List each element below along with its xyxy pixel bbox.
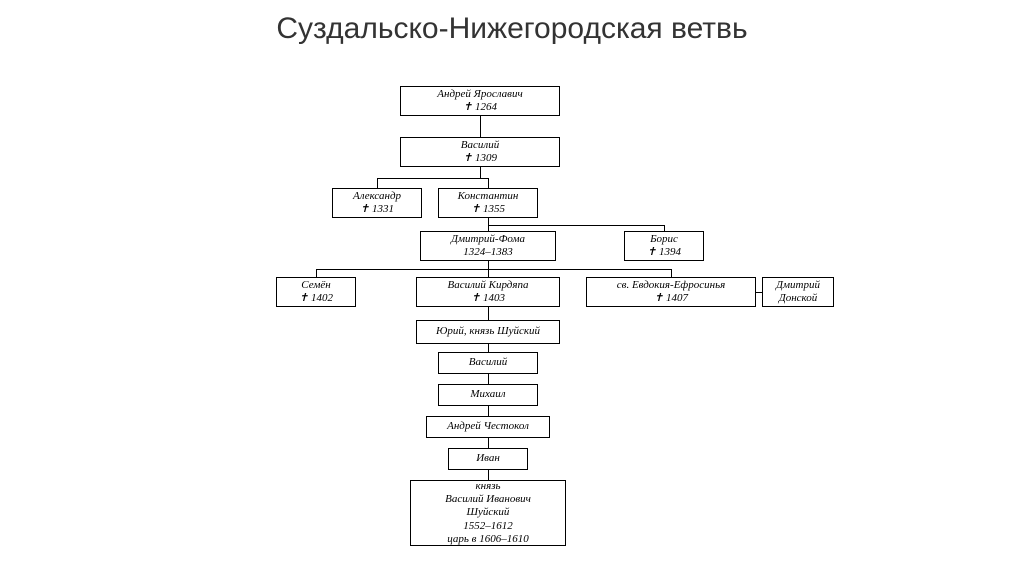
tree-node-n1-line: ✝ 1264: [463, 101, 497, 114]
tree-node-n5d: ДмитрийДонской: [762, 277, 834, 307]
tree-node-n2-line: Василий: [461, 139, 499, 152]
tree-node-n7: Василий: [438, 352, 538, 374]
tree-node-n3b-line: ✝ 1355: [471, 203, 505, 216]
tree-node-n4a-line: 1324–1383: [463, 246, 513, 259]
edge-1-c1: [488, 178, 489, 189]
tree-node-n5b-line: Василий Кирдяпа: [448, 279, 529, 292]
edge-1-pv: [480, 167, 481, 178]
tree-node-n2-line: ✝ 1309: [463, 152, 497, 165]
edge-3-pv: [488, 261, 489, 269]
edge-8: [488, 406, 489, 416]
tree-node-n5c-line: ✝ 1407: [654, 292, 688, 305]
tree-node-n3b: Константин✝ 1355: [438, 188, 538, 218]
tree-node-n11-line: царь в 1606–1610: [447, 533, 528, 546]
edge-2-c1: [664, 225, 665, 232]
edge-5: [488, 307, 489, 320]
tree-node-n5b-line: ✝ 1403: [471, 292, 505, 305]
tree-node-n1-line: Андрей Ярославич: [437, 88, 522, 101]
tree-node-n6: Юрий, князь Шуйский: [416, 320, 560, 344]
edge-2-bus: [488, 225, 665, 226]
tree-node-n11-line: Шуйский: [467, 506, 510, 519]
edge-1-c0: [377, 178, 378, 189]
tree-node-n4a-line: Дмитрий-Фома: [451, 233, 525, 246]
tree-node-n6-line: Юрий, князь Шуйский: [436, 325, 540, 338]
edge-3-c0: [316, 269, 317, 277]
tree-node-n4b-line: Борис: [650, 233, 678, 246]
edge-6: [488, 344, 489, 352]
tree-node-n5b: Василий Кирдяпа✝ 1403: [416, 277, 560, 307]
tree-node-n9-line: Андрей Честокол: [447, 420, 529, 433]
tree-node-n5a-line: Семён: [301, 279, 330, 292]
edge-4: [756, 292, 763, 293]
tree-node-n7-line: Василий: [469, 356, 507, 369]
edge-3-c1: [488, 269, 489, 277]
tree-node-n5d-line: Дмитрий: [776, 279, 820, 292]
tree-node-n4a: Дмитрий-Фома1324–1383: [420, 231, 556, 261]
tree-node-n9: Андрей Честокол: [426, 416, 550, 438]
page-title: Суздальско-Нижегородская ветвь: [0, 12, 1024, 46]
tree-node-n3b-line: Константин: [458, 190, 519, 203]
tree-node-n3a: Александр✝ 1331: [332, 188, 422, 218]
edge-7: [488, 374, 489, 384]
tree-node-n11-line: 1552–1612: [463, 520, 513, 533]
tree-node-n4b-line: ✝ 1394: [647, 246, 681, 259]
tree-node-n5a-line: ✝ 1402: [299, 292, 333, 305]
edge-1-bus: [377, 178, 489, 179]
tree-node-n5c: св. Евдокия-Ефросинья✝ 1407: [586, 277, 756, 307]
tree-node-n8: Михаил: [438, 384, 538, 406]
tree-node-n5c-line: св. Евдокия-Ефросинья: [617, 279, 725, 292]
edge-3-bus: [316, 269, 672, 270]
tree-node-n3a-line: ✝ 1331: [360, 203, 394, 216]
tree-node-n5a: Семён✝ 1402: [276, 277, 356, 307]
edge-2-c0: [488, 225, 489, 232]
tree-node-n5d-line: Донской: [779, 292, 818, 305]
tree-node-n10: Иван: [448, 448, 528, 470]
tree-node-n2: Василий✝ 1309: [400, 137, 560, 167]
edge-10: [488, 470, 489, 480]
edge-9: [488, 438, 489, 448]
tree-node-n11: князьВасилий ИвановичШуйский1552–1612цар…: [410, 480, 566, 546]
edge-3-c2: [671, 269, 672, 277]
tree-node-n10-line: Иван: [476, 452, 500, 465]
tree-node-n4b: Борис✝ 1394: [624, 231, 704, 261]
tree-node-n3a-line: Александр: [353, 190, 401, 203]
edge-0: [480, 116, 481, 137]
tree-node-n8-line: Михаил: [470, 388, 505, 401]
tree-node-n11-line: князь: [475, 480, 500, 493]
tree-node-n11-line: Василий Иванович: [445, 493, 531, 506]
tree-node-n1: Андрей Ярославич✝ 1264: [400, 86, 560, 116]
